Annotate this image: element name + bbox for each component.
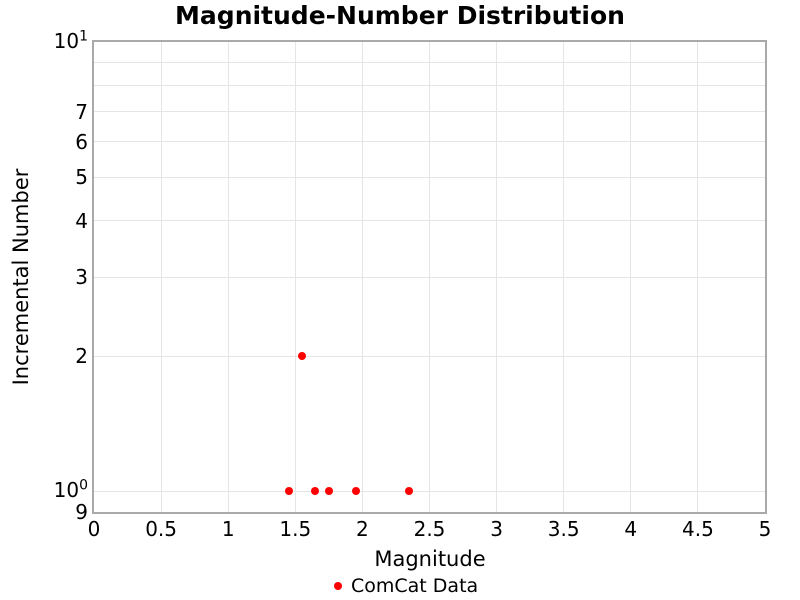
y-tick-label: 4 (75, 208, 88, 233)
y-tick-label: 5 (75, 165, 88, 190)
data-point (351, 487, 360, 496)
data-point (284, 487, 293, 496)
h-gridline (94, 85, 765, 87)
chart-title: Magnitude-Number Distribution (175, 1, 625, 30)
y-tick-label: 7 (75, 99, 88, 124)
legend: ComCat Data (334, 575, 479, 597)
x-tick-label: 5 (758, 517, 772, 541)
h-gridline (94, 490, 765, 492)
x-axis-title: Magnitude (374, 547, 486, 571)
x-tick-label: 1.5 (279, 517, 312, 541)
x-tick-label: 0 (87, 517, 101, 541)
y-tick-label: 6 (75, 129, 88, 154)
h-gridline (94, 220, 765, 222)
y-tick-label-major: 100 (53, 477, 88, 503)
h-gridline (94, 111, 765, 113)
y-tick-label: 9 (75, 500, 88, 524)
legend-label: ComCat Data (351, 575, 479, 597)
x-tick-label: 4.5 (681, 517, 714, 541)
h-gridline (94, 176, 765, 178)
plot-area (92, 40, 767, 514)
h-gridline (94, 355, 765, 357)
h-gridline (94, 276, 765, 278)
x-tick-label: 0.5 (145, 517, 177, 541)
h-gridline (94, 62, 765, 64)
x-tick-label: 2 (356, 517, 369, 541)
y-tick-label: 2 (75, 344, 88, 369)
x-tick-label: 1 (221, 517, 235, 541)
y-tick-label: 3 (75, 265, 88, 289)
h-gridline (94, 141, 765, 143)
data-point (298, 352, 306, 361)
x-tick-label: 2.5 (413, 517, 446, 541)
data-point (324, 487, 333, 496)
x-tick-label: 3.5 (547, 517, 580, 541)
x-tick-label: 3 (490, 517, 503, 541)
data-point (311, 487, 320, 496)
legend-marker-icon (334, 582, 342, 590)
x-tick-label: 4 (624, 517, 638, 541)
y-tick-label-major: 101 (53, 28, 88, 53)
data-point (405, 487, 414, 496)
